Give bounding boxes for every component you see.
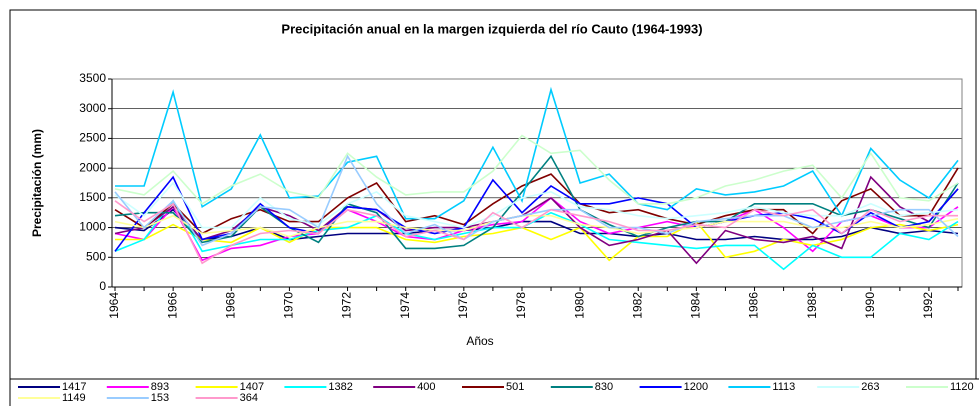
y-tick-label: 500 [86,249,106,263]
legend-label: 263 [861,381,879,393]
x-tick-label: 1990 [863,292,877,319]
legend: 1417 893 1407 1382 400 501 830 1200 1113 263 1120 1… [18,381,974,404]
legend-label: 830 [595,381,613,393]
x-tick-label: 1978 [514,292,528,319]
legend-label: 1200 [684,381,708,393]
x-tick-label: 1968 [223,292,237,319]
axes: 0 500 1000 1500 2000 2500 3000 3500 1964 1966 1968… [79,71,963,319]
x-tick-label: 1964 [107,292,121,319]
y-tick-label: 1500 [79,190,106,204]
legend-label: 893 [151,381,169,393]
legend-label: 364 [240,392,258,404]
x-tick-label: 1976 [456,292,470,319]
legend-label: 501 [506,381,524,393]
x-tick-label: 1984 [689,292,703,319]
y-axis-label: Precipitación (mm) [30,129,44,237]
x-axis-label: Años [466,334,493,348]
x-tick-label: 1972 [340,292,354,319]
series-line [114,134,959,205]
series-line [114,154,959,247]
legend-label: 1407 [240,381,264,393]
series-line [114,196,959,262]
y-tick-label: 2500 [79,131,106,145]
x-tick-label: 1970 [282,292,296,319]
plot [114,86,959,271]
legend-label: 1382 [328,381,352,393]
legend-label: 1417 [62,381,86,393]
y-tick-label: 2000 [79,160,106,174]
y-tick-label: 1000 [79,220,106,234]
x-tick-label: 1982 [630,292,644,319]
y-tick-label: 3000 [79,101,106,115]
x-tick-label: 1980 [572,292,586,319]
legend-label: 400 [417,381,435,393]
legend-label: 153 [151,392,169,404]
legend-box [9,378,979,406]
series-line [114,175,959,252]
legend-label: 1120 [950,381,974,393]
x-tick-label: 1988 [805,292,819,319]
legend-label: 1149 [62,392,86,404]
series-line [114,181,959,229]
x-tick-label: 1974 [398,292,412,319]
x-tick-label: 1986 [747,292,761,319]
y-tick-label: 3500 [79,71,106,85]
series-line [114,200,958,265]
series-line [114,214,959,238]
y-tick-label: 0 [99,279,106,293]
x-tick-label: 1966 [165,292,179,319]
series-line [114,199,959,271]
series-line [115,220,959,262]
legend-label: 1113 [772,381,795,393]
x-tick-label: 1992 [921,292,935,319]
chart-title: Precipitación anual en la margen izquier… [281,21,702,36]
